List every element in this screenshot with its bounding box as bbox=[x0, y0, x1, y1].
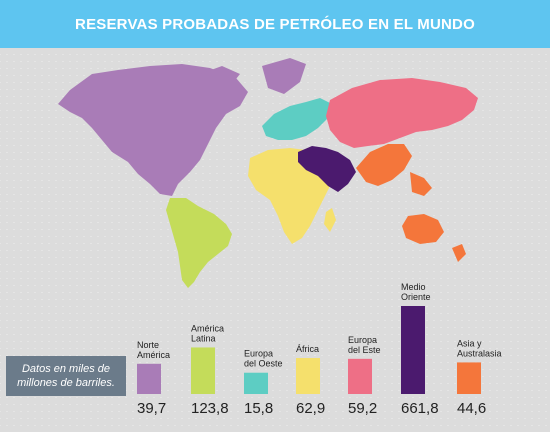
category-label: Latina bbox=[191, 333, 216, 343]
value-label: 62,9 bbox=[296, 400, 325, 417]
category-label: Medio bbox=[401, 282, 426, 292]
value-label: 15,8 bbox=[244, 400, 273, 417]
bar-0 bbox=[137, 363, 161, 394]
category-label: del Este bbox=[348, 345, 381, 355]
category-label: América bbox=[137, 350, 170, 360]
category-label: África bbox=[296, 344, 319, 354]
category-label: Australasia bbox=[457, 348, 502, 358]
greenland bbox=[262, 58, 306, 94]
bar-6 bbox=[457, 362, 481, 394]
category-label: del Oeste bbox=[244, 359, 283, 369]
map-region-middle-east bbox=[298, 146, 356, 192]
bar-2 bbox=[244, 372, 268, 394]
title-bar: RESERVAS PROBADAS DE PETRÓLEO EN EL MUND… bbox=[0, 0, 550, 48]
map-region-latin-america bbox=[166, 198, 232, 288]
note-box: Datos en miles de millones de barriles. bbox=[6, 356, 126, 396]
map-region-western-europe bbox=[262, 98, 332, 140]
bar-5 bbox=[401, 306, 425, 394]
bar-1 bbox=[191, 347, 215, 394]
page-title: RESERVAS PROBADAS DE PETRÓLEO EN EL MUND… bbox=[75, 15, 475, 33]
value-label: 59,2 bbox=[348, 400, 377, 417]
bar-3 bbox=[296, 358, 320, 394]
world-map bbox=[58, 58, 478, 288]
map-region-eastern-europe bbox=[326, 78, 478, 148]
bar-4 bbox=[348, 358, 372, 394]
category-label: Europa bbox=[348, 335, 377, 345]
category-label: Asia y bbox=[457, 338, 482, 348]
value-label: 661,8 bbox=[401, 400, 439, 417]
map-region-asia-australasia bbox=[356, 144, 466, 262]
note-text: Datos en miles de millones de barriles. bbox=[17, 363, 115, 389]
category-label: América bbox=[191, 323, 224, 333]
category-label: Oriente bbox=[401, 292, 431, 302]
category-label: Norte bbox=[137, 340, 159, 350]
value-label: 44,6 bbox=[457, 400, 486, 417]
value-label: 123,8 bbox=[191, 400, 229, 417]
category-label: Europa bbox=[244, 349, 273, 359]
value-label: 39,7 bbox=[137, 400, 166, 417]
map-region-north-america bbox=[58, 58, 306, 196]
